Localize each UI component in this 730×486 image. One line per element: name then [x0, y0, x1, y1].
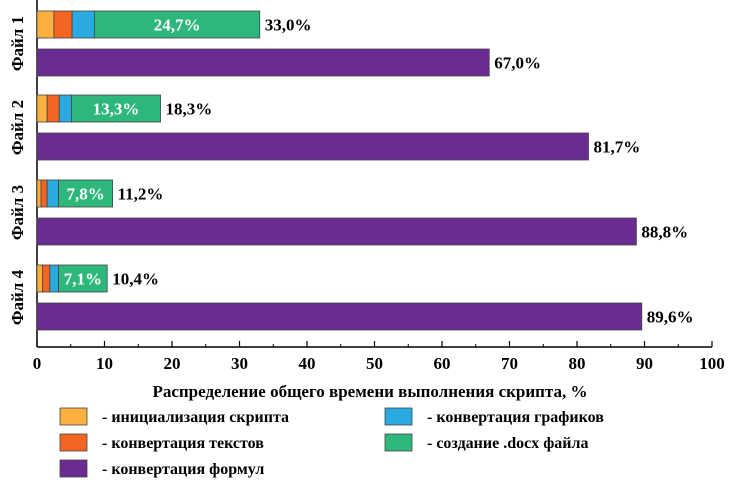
stacked-bar-inner-label: 7,1% — [64, 270, 102, 289]
category-label: Файл 1 — [8, 16, 27, 71]
stacked-bar-segment-graph — [49, 264, 60, 293]
x-tick-label: 0 — [33, 354, 42, 373]
stacked-bar-segment-docx — [58, 179, 113, 208]
stacked-bar-segment-init — [36, 10, 55, 39]
stacked-bar-segment-text — [40, 179, 48, 208]
x-tick-label: 30 — [231, 354, 248, 373]
legend-label-graph: - конвертация графиков — [427, 409, 604, 426]
legend-swatch-text — [59, 433, 88, 452]
x-axis-label: Распределение общего времени выполнения … — [152, 382, 587, 401]
stacked-bar-segment-docx — [58, 264, 108, 293]
stacked-bar-segment-graph — [46, 179, 60, 208]
stacked-bar-inner-label: 13,3% — [93, 100, 140, 119]
stacked-bar-total-label: 11,2% — [118, 185, 164, 204]
stacked-bar-segment-text — [46, 94, 60, 123]
legend-swatch-formula — [59, 459, 88, 478]
x-tick-label: 100 — [699, 354, 725, 373]
legend-swatch-graph — [384, 407, 413, 426]
x-tick-label: 50 — [366, 354, 383, 373]
formula-bar — [36, 217, 637, 246]
x-tick-label: 10 — [96, 354, 113, 373]
legend-swatch-docx — [384, 433, 413, 452]
stacked-bar-segment-graph — [71, 10, 95, 39]
stacked-bar-segment-docx — [93, 10, 261, 39]
formula-bar-label: 88,8% — [641, 223, 688, 242]
x-tick-label: 60 — [434, 354, 451, 373]
legend-label-text: - конвертация текстов — [102, 435, 264, 452]
x-tick-label: 70 — [501, 354, 518, 373]
x-tick-label: 40 — [299, 354, 316, 373]
stacked-bar-total-label: 10,4% — [112, 270, 159, 289]
legend-label-docx: - создание .docx файла — [427, 435, 588, 452]
x-tick-label: 90 — [636, 354, 653, 373]
stacked-bar-inner-label: 7,8% — [66, 185, 104, 204]
stacked-bar-segment-text — [42, 264, 51, 293]
stacked-bar-segment-docx — [71, 94, 161, 123]
stacked-bar-segment-init — [36, 94, 48, 123]
stacked-bar-segment-text — [53, 10, 73, 39]
x-tick-label: 20 — [164, 354, 181, 373]
legend-label-init: - инициализация скрипта — [102, 409, 289, 426]
legend-label-formula: - конвертация формул — [102, 461, 264, 478]
stacked-bar-total-label: 18,3% — [166, 100, 213, 119]
category-label: Файл 4 — [8, 269, 27, 325]
formula-bar — [36, 302, 643, 331]
stacked-bar-total-label: 33,0% — [265, 16, 312, 35]
formula-bar-label: 81,7% — [593, 138, 640, 157]
legend-swatch-init — [59, 407, 88, 426]
stacked-bar-inner-label: 24,7% — [154, 16, 201, 35]
stacked-bar-segment-graph — [58, 94, 72, 123]
formula-bar — [36, 132, 589, 161]
category-label: Файл 3 — [8, 185, 27, 240]
formula-bar-label: 89,6% — [647, 308, 694, 327]
formula-bar-label: 67,0% — [494, 54, 541, 73]
x-tick-label: 80 — [569, 354, 586, 373]
stacked-bar-segment-init — [36, 264, 43, 293]
category-label: Файл 2 — [8, 100, 27, 155]
stacked-bar-segment-init — [36, 179, 42, 208]
formula-bar — [36, 48, 490, 77]
